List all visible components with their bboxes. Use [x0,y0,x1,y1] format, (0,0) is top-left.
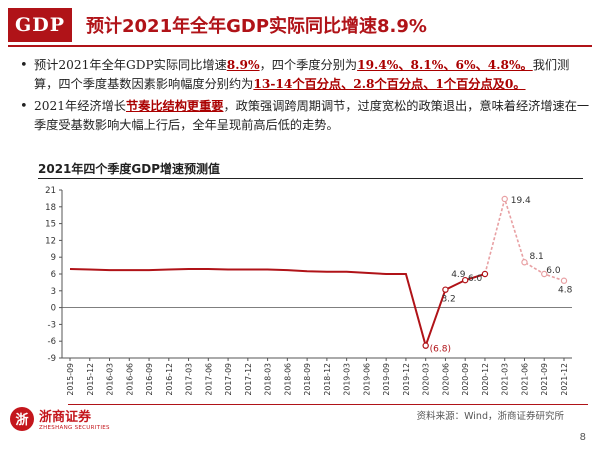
x-tick-label: 2017-12 [244,363,253,396]
bullet-text: 预计2021年全年GDP实际同比增速 [34,58,227,72]
x-tick-label: 2018-09 [303,363,312,396]
bullet-text: ，四个季度分别为 [259,58,358,72]
chart-title-divider [38,178,583,179]
x-tick-label: 2020-06 [441,363,450,396]
logo-name-cn: 浙商证券 [39,410,92,425]
x-tick-label: 2016-03 [106,363,115,396]
x-tick-label: 2021-03 [501,363,510,396]
y-tick-label: 6 [51,270,56,280]
y-tick-label: -6 [48,337,56,347]
x-tick-label: 2017-09 [224,363,233,396]
y-tick-label: 12 [45,236,56,246]
x-tick-label: 2017-03 [185,363,194,396]
x-tick-label: 2020-03 [422,363,431,396]
x-tick-label: 2017-06 [204,363,213,396]
data-label: 19.4 [511,196,531,206]
highlight-text: 19.4%、8.1%、6%、4.8%。 [357,58,533,72]
x-tick-label: 2016-09 [145,363,154,396]
brand-logo: 浙 浙商证券 ZHESHANG SECURITIES [10,406,110,431]
x-tick-label: 2015-12 [86,363,95,396]
bullet-text: 我们测算，四个季度基数因素影响幅度分别约为 [34,58,570,91]
data-point [462,276,469,284]
data-label: 6.0 [546,266,561,276]
y-tick-label: 18 [45,203,56,213]
header-divider [8,45,592,47]
x-tick-label: 2019-12 [402,363,411,396]
data-label: 3.2 [441,295,455,305]
gdp-badge: GDP [8,8,72,42]
y-tick-label: 15 [45,220,56,230]
bullet-item-2: 2021年经济增长节奏比结构更重要，政策强调跨周期调节，过度宽松的政策退出，意味… [14,97,590,135]
data-point [560,277,568,284]
x-tick-label: 2021-09 [540,363,549,396]
data-label: (6.8) [430,345,451,355]
y-tick-label: -9 [48,354,56,364]
x-tick-label: 2015-09 [66,363,75,396]
x-tick-label: 2018-06 [283,363,292,396]
x-tick-label: 2019-06 [362,363,371,396]
x-tick-label: 2018-12 [323,363,332,396]
actual-series-line [69,267,486,350]
data-label: 4.9 [451,270,466,280]
x-tick-label: 2018-03 [264,363,273,396]
logo-icon: 浙 [10,406,34,431]
x-tick-label: 2021-12 [560,363,569,396]
data-point [541,270,548,278]
bullet-item-1: 预计2021年全年GDP实际同比增速8.9%，四个季度分别为19.4%、8.1%… [14,56,590,94]
y-tick-label: 3 [51,287,56,297]
x-tick-label: 2016-06 [125,363,134,396]
x-tick-label: 2019-09 [382,363,391,396]
data-point [422,342,429,349]
x-tick-label: 2019-03 [343,363,352,396]
source-note: 资料来源：Wind，浙商证券研究所 [416,411,564,422]
bullet-list: 预计2021年全年GDP实际同比增速8.9%，四个季度分别为19.4%、8.1%… [14,56,590,138]
page-number: 8 [579,432,586,443]
highlight-text: 13-14个百分点、2.8个百分点、1个百分点及0。 [253,77,526,91]
data-label: 4.8 [558,286,573,296]
highlight-text: 8.9% [226,58,260,72]
highlight-text: 节奏比结构更重要 [125,99,224,113]
y-tick-label: 21 [45,186,56,196]
x-tick-label: 2021-06 [520,363,529,396]
footer-divider [68,404,588,405]
data-point [521,259,528,266]
x-tick-label: 2020-09 [461,363,470,396]
bullet-text: 2021年经济增长 [34,99,126,113]
y-tick-label: 9 [51,253,56,263]
bullet-text: ，政策强调跨周期调节，过度宽松的政策退出，意味着经济增速在一季度受基数影响大幅上… [34,99,590,132]
forecast-series-line [484,196,565,282]
x-tick-label: 2020-12 [481,363,490,396]
data-label: 6.0 [468,274,483,284]
data-label: 8.1 [529,252,543,262]
data-point [442,286,449,293]
y-tick-label: 0 [51,304,56,314]
logo-name-en: ZHESHANG SECURITIES [39,425,110,431]
slide-title: 预计2021年全年GDP实际同比增速8.9% [86,16,427,37]
x-tick-label: 2016-12 [165,363,174,396]
data-point [481,270,489,278]
slide-header: GDP 预计2021年全年GDP实际同比增速8.9% [0,0,600,48]
data-point [501,195,508,203]
gdp-line-chart: -9 -6 -3 0 3 6 9 12 15 18 21 2015-09 2015-12 2016-03 2… [45,186,573,396]
y-tick-label: -3 [48,320,56,330]
chart-title: 2021年四个季度GDP增速预测值 [38,162,221,176]
